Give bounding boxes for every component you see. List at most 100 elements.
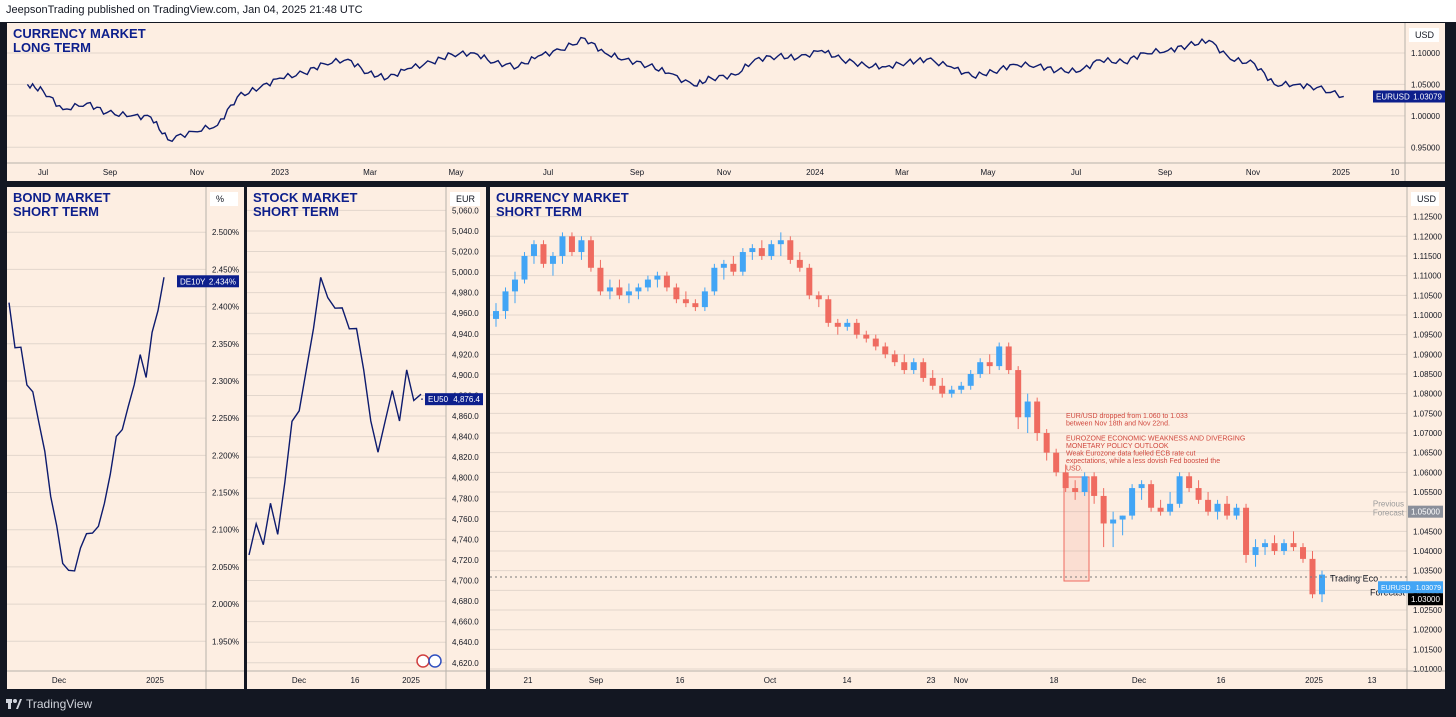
candle-body (1309, 558, 1316, 595)
footer-brand[interactable]: TradingView (26, 697, 93, 711)
price-badge (1408, 593, 1443, 606)
y-tick-label: 4,620.0 (452, 659, 479, 668)
candle-body (701, 291, 708, 308)
badge-name: EURUSD (1376, 93, 1410, 102)
y-tick-label: 1.10000 (1411, 49, 1440, 58)
y-tick-label: 4,940.0 (452, 330, 479, 339)
candle-body (1300, 547, 1307, 559)
candle-body (1015, 370, 1022, 418)
candle-body (1233, 507, 1240, 516)
highlight-box (1063, 476, 1090, 582)
x-tick-label: Nov (190, 168, 204, 177)
candle-body (1081, 476, 1088, 493)
candle-body (948, 389, 955, 394)
x-tick-label: Jul (1071, 168, 1081, 177)
price-badge (1373, 90, 1445, 103)
candle-body (1148, 484, 1155, 508)
candle-body (768, 244, 775, 256)
x-tick-label: Sep (1158, 168, 1173, 177)
y-tick-label: 4,960.0 (452, 309, 479, 318)
panel-title: STOCK MARKET SHORT TERM (253, 190, 358, 219)
candle-body (901, 362, 908, 371)
candle-body (825, 299, 832, 323)
x-tick-label: 21 (524, 676, 533, 685)
candle-body (1252, 547, 1259, 555)
currency-label: EUR (456, 194, 476, 204)
series-line-eu50 (248, 277, 422, 556)
candle-body (834, 322, 841, 327)
annotation-text: USD. (1066, 466, 1083, 473)
candle-body (635, 287, 642, 292)
candle-body (1034, 401, 1041, 433)
candle-body (910, 362, 917, 371)
panel-title: BOND MARKET SHORT TERM (13, 190, 111, 219)
y-tick-label: 4,660.0 (452, 618, 479, 627)
y-tick-label: 4,840.0 (452, 433, 479, 442)
candle-body (644, 279, 651, 288)
annotation-text: MONETARY POLICY OUTLOOK (1066, 443, 1169, 450)
y-tick-label: 1.02000 (1413, 626, 1442, 635)
candle-body (1100, 495, 1107, 524)
x-tick-label: 23 (927, 676, 936, 685)
price-badge (1408, 505, 1443, 518)
candle-body (977, 362, 984, 374)
y-tick-label: 1.08500 (1413, 370, 1442, 379)
candle-body (540, 244, 547, 264)
x-tick-label: Mar (363, 168, 377, 177)
y-tick-label: 1.10500 (1413, 291, 1442, 300)
candle-body (587, 240, 594, 268)
bond-market-panel: 2.500% 2.450% 2.400% 2.350% 2.300% 2.250% 2.20… (6, 186, 245, 690)
y-tick-label: 1.03500 (1413, 567, 1442, 576)
y-tick-label: 2.400% (212, 303, 239, 312)
candle-body (1214, 503, 1221, 512)
y-tick-label: 1.11500 (1413, 252, 1442, 261)
candle-body (568, 236, 575, 253)
y-tick-label: 4,680.0 (452, 597, 479, 606)
candle-body (1186, 476, 1193, 489)
currency-box (450, 192, 480, 206)
y-tick-label: 4,800.0 (452, 474, 479, 483)
x-tick-label: Sep (630, 168, 645, 177)
currency-label: % (216, 194, 224, 204)
candle-body (787, 240, 794, 260)
series-line-de10y (8, 277, 165, 572)
candle-body (1129, 488, 1136, 516)
prev-forecast-label-2: Forecast (1373, 509, 1405, 518)
x-tick-label: 2025 (1305, 676, 1323, 685)
x-tick-label: Mar (895, 168, 909, 177)
candle-body (882, 346, 889, 355)
y-tick-label: 2.300% (212, 377, 239, 386)
candle-body (891, 354, 898, 363)
publisher-text: JeepsonTrading published on TradingView.… (6, 4, 363, 16)
candle-body (758, 248, 765, 256)
y-tick-label: 4,920.0 (452, 350, 479, 359)
x-tick-label: Sep (589, 676, 604, 685)
candle-body (1281, 543, 1288, 552)
candle-body (625, 291, 632, 296)
short-term-candle-chart: 1.12500 1.12000 1.11500 1.11000 1.10500 1.100… (490, 187, 1445, 689)
x-tick-label: 18 (1050, 676, 1059, 685)
x-tick-label: Dec (292, 676, 306, 685)
x-tick-label: Oct (764, 676, 777, 685)
candle-body (502, 291, 509, 312)
y-tick-label: 1.12500 (1413, 213, 1442, 222)
candle-body (654, 275, 661, 280)
prev-forecast-label-1: Previous (1373, 500, 1404, 509)
x-tick-label: 2025 (1332, 168, 1350, 177)
stock-market-panel: 5,060.0 5,040.0 5,020.0 5,000.0 4,980.0 4,960… (246, 186, 487, 690)
y-tick-label: 1.06500 (1413, 449, 1442, 458)
candle-body (711, 267, 718, 292)
candle-body (549, 255, 556, 264)
candle-body (673, 287, 680, 300)
candle-body (1053, 452, 1060, 473)
candle-body (1062, 472, 1069, 489)
short-term-currency-panel: 1.12500 1.12000 1.11500 1.11000 1.10500 1.100… (489, 186, 1446, 690)
currency-box (1409, 28, 1439, 42)
candle-body (806, 267, 813, 296)
candle-body (853, 322, 860, 335)
candle-body (1167, 503, 1174, 512)
candle-body (1176, 476, 1183, 504)
y-tick-label: 4,980.0 (452, 289, 479, 298)
y-tick-label: 1.05000 (1411, 80, 1440, 89)
y-tick-label: 5,060.0 (452, 206, 479, 215)
